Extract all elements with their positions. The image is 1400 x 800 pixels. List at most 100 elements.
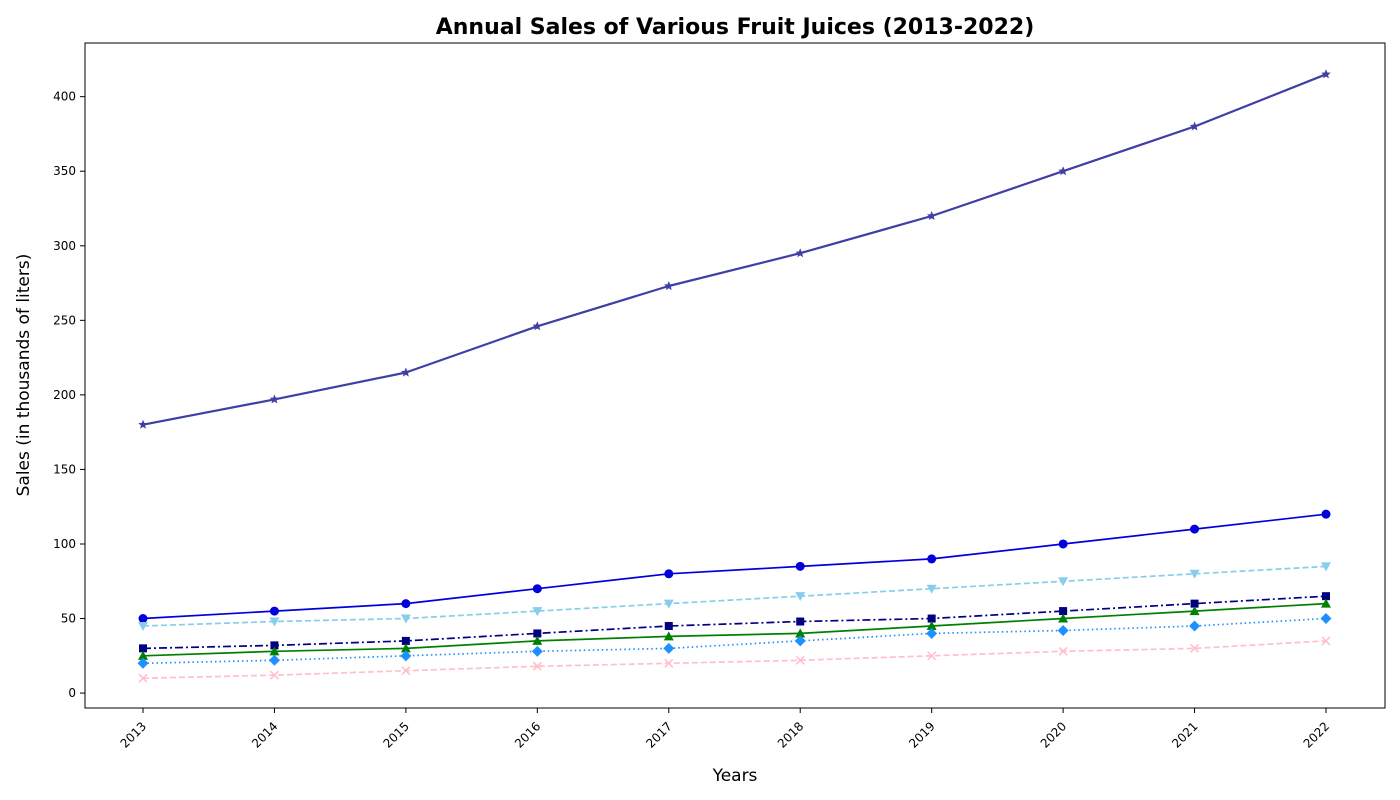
series-5-point-2020: [1057, 624, 1069, 636]
series-1-point-2021: [1190, 524, 1200, 534]
series-1-line: [142, 513, 1327, 620]
y-tick-label-100: 100: [53, 537, 76, 551]
chart-title: Annual Sales of Various Fruit Juices (20…: [436, 15, 1035, 40]
y-tick-label-250: 250: [53, 313, 76, 327]
series-4-point-2020: [1058, 613, 1069, 623]
series-5-point-2014: [268, 654, 280, 666]
y-tick-label-400: 400: [53, 90, 76, 104]
series-2-point-2021: [1189, 569, 1200, 579]
series-5-point-2018: [794, 635, 806, 647]
y-tick-label-200: 200: [53, 388, 76, 402]
series-4-line: [142, 602, 1327, 657]
x-tick-label-2017: 2017: [643, 719, 674, 750]
series-5-point-2017: [663, 642, 675, 654]
series-3-point-2017: [664, 621, 673, 630]
series-5-point-2019: [926, 627, 938, 639]
plot-frame: [84, 42, 1386, 709]
y-axis: 0 50 100 150 200 250 300 350 400: [53, 90, 85, 700]
series-3-line: [142, 595, 1327, 650]
series-4-point-2016: [532, 635, 543, 645]
series-1-point-2019: [927, 554, 937, 564]
series-6-point-2016: [532, 661, 542, 671]
series-3-point-2015: [401, 636, 410, 645]
series-1-point-2016: [532, 584, 542, 594]
x-tick-label-2022: 2022: [1301, 719, 1332, 750]
series-6-line: [142, 640, 1327, 680]
series-2-point-2020: [1058, 577, 1069, 587]
series-6-point-2015: [401, 666, 411, 676]
x-axis-label: Years: [712, 766, 758, 786]
y-tick-label-50: 50: [61, 612, 76, 626]
x-tick-label-2019: 2019: [906, 719, 937, 750]
series-3-point-2013: [139, 644, 147, 653]
series-1-point-2020: [1058, 539, 1068, 549]
series-2-point-2014: [269, 617, 280, 627]
series-3-point-2018: [796, 617, 805, 626]
series-4-point-2019: [926, 620, 937, 630]
series-3-point-2016: [533, 629, 542, 638]
series-4-point-2022: [1321, 598, 1331, 608]
series-0-point-2014: [269, 394, 280, 404]
series-5: [137, 613, 1332, 669]
series-6: [138, 636, 1331, 683]
y-axis-label: Sales (in thousands of liters): [14, 254, 34, 497]
x-tick-label-2018: 2018: [775, 719, 806, 750]
series-6-point-2017: [664, 658, 674, 668]
series-2-point-2015: [400, 614, 411, 624]
series-3: [139, 592, 1330, 653]
series-0-point-2019: [926, 211, 937, 220]
y-tick-label-300: 300: [53, 239, 76, 253]
series-2-point-2013: [138, 621, 148, 631]
series-2-point-2017: [663, 599, 674, 609]
series-0-point-2022: [1321, 69, 1331, 79]
series-6-point-2021: [1189, 643, 1200, 653]
series-3-point-2019: [927, 614, 936, 623]
series-5-point-2016: [531, 645, 543, 657]
series-2-line: [142, 565, 1327, 627]
x-tick-label-2021: 2021: [1169, 719, 1200, 750]
series-1-point-2014: [269, 606, 279, 616]
series-2-point-2019: [926, 584, 937, 594]
series-5-point-2015: [400, 650, 412, 662]
series-4-point-2018: [795, 628, 806, 638]
series-4-point-2015: [400, 643, 411, 653]
series-1-point-2017: [664, 569, 674, 579]
series-layer: [137, 69, 1332, 683]
series-6-point-2014: [269, 670, 280, 680]
series-0-line: [142, 73, 1327, 426]
series-1-point-2022: [1321, 509, 1331, 519]
series-1: [138, 509, 1331, 624]
x-tick-label-2015: 2015: [381, 719, 412, 750]
series-0-point-2018: [795, 248, 805, 258]
series-0-point-2017: [664, 281, 674, 291]
series-4-point-2014: [269, 646, 280, 656]
plot-area: [84, 42, 1386, 709]
series-4-point-2013: [138, 650, 148, 660]
series-2-point-2018: [795, 592, 806, 602]
series-3-point-2014: [270, 641, 279, 650]
series-3-point-2022: [1322, 592, 1330, 601]
x-axis: 2013 2014 2015 2016 2017 2018 2019 2020 2021 2022: [118, 708, 1332, 751]
x-tick-label-2016: 2016: [512, 719, 543, 750]
x-tick-label-2013: 2013: [118, 719, 149, 750]
series-4-point-2017: [663, 631, 674, 641]
series-5-point-2021: [1189, 620, 1201, 632]
series-1-point-2015: [401, 599, 411, 609]
series-0-point-2020: [1058, 166, 1068, 176]
series-3-point-2020: [1059, 607, 1068, 616]
series-5-point-2013: [137, 657, 149, 669]
series-2-point-2016: [532, 607, 543, 617]
series-4-point-2021: [1189, 606, 1200, 616]
series-5-point-2022: [1320, 613, 1332, 625]
series-0-point-2016: [532, 321, 543, 331]
series-1-point-2018: [795, 561, 805, 571]
series-0-point-2015: [401, 367, 411, 377]
series-1-point-2013: [138, 614, 148, 624]
series-5-line: [142, 617, 1327, 665]
series-0-point-2013: [138, 419, 148, 429]
y-tick-label-0: 0: [68, 686, 76, 700]
y-tick-label-150: 150: [53, 462, 76, 476]
series-6-point-2018: [795, 655, 805, 665]
series-3-point-2021: [1190, 599, 1199, 608]
